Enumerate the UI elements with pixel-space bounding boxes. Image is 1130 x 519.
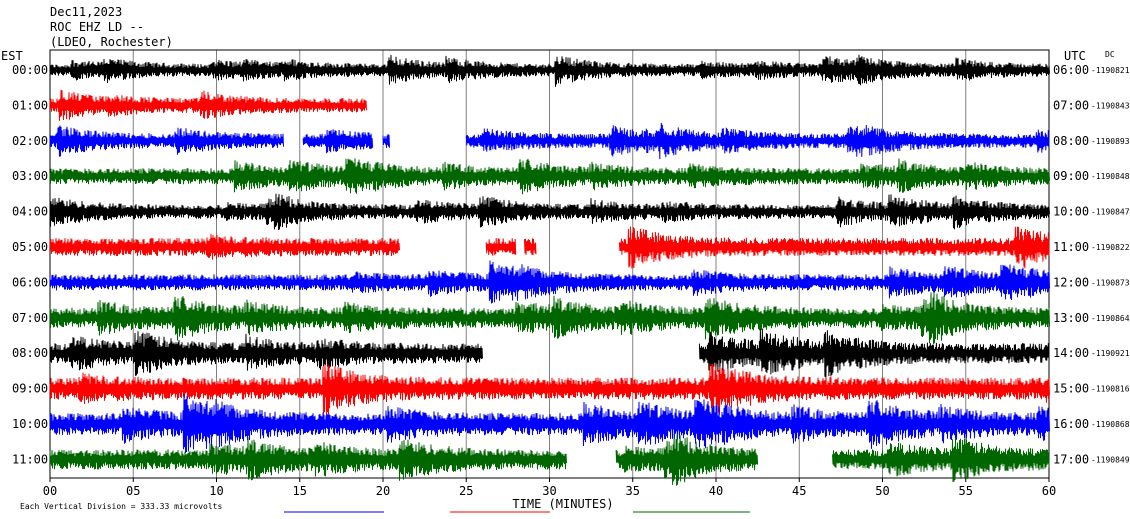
est-hour-label: 05:00 [12,240,48,254]
trace-0600 [49,260,1050,304]
utc-hour-label: 10:00 [1053,205,1089,219]
est-hour-label: 01:00 [12,98,48,112]
trace-0500 [618,226,1050,269]
utc-hour-label: 16:00 [1053,417,1089,431]
header-network: (LDEO, Rochester) [50,35,173,49]
trace-0200 [465,122,1050,160]
x-tick-label: 25 [459,484,473,498]
trace-0700 [49,292,1050,345]
x-axis-ticks: 00 05 10 15 20 25 30 35 40 45 50 55 60 [43,478,1056,498]
header-station: ROC EHZ LD -- [50,20,144,34]
x-tick-label: 55 [959,484,973,498]
dc-offset-label: -1190843 [1091,101,1130,110]
x-tick-label: 10 [209,484,223,498]
x-tick-label: 15 [293,484,307,498]
utc-hour-label: 07:00 [1053,98,1089,112]
est-hour-label: 06:00 [12,275,48,289]
est-hour-label: 07:00 [12,311,48,325]
trace-1000 [49,393,1050,454]
dc-offset-label: -1190864 [1091,314,1130,323]
est-label: EST [1,49,23,63]
dc-offset-label: -1190816 [1091,385,1130,394]
dc-offset-label: -1190873 [1091,278,1130,287]
x-tick-label: 60 [1042,484,1056,498]
trace-0200 [302,129,374,154]
est-hour-label: 08:00 [12,346,48,360]
traces [49,54,1050,486]
utc-hour-label: 13:00 [1053,311,1089,325]
utc-hour-label: 06:00 [1053,63,1089,77]
trace-0000 [49,54,1050,87]
dc-offset-label: -1190848 [1091,172,1130,181]
trace-1100 [49,437,567,481]
dc-offset-label: -1190868 [1091,420,1130,429]
trace-0400 [49,193,1050,231]
dc-offset-label: -1190847 [1091,208,1130,217]
trace-0800 [698,328,1050,379]
dc-offset-label: -1190822 [1091,243,1130,252]
x-tick-label: 40 [709,484,723,498]
utc-hour-label: 08:00 [1053,134,1089,148]
trace-0500 [524,238,537,256]
dc-offset-label: -1190849 [1091,455,1130,464]
x-tick-label: 45 [792,484,806,498]
x-tick-label: 20 [376,484,390,498]
trace-0300 [49,158,1050,195]
x-axis-title: TIME (MINUTES) [512,497,613,511]
grid [132,50,967,478]
trace-0200 [49,125,284,157]
x-tick-label: 00 [43,484,57,498]
trace-0500 [485,238,517,256]
utc-hour-label: 17:00 [1053,452,1089,466]
dc-offset-label: -1190893 [1091,137,1130,146]
x-tick-label: 30 [542,484,556,498]
trace-0200 [382,134,390,148]
scale-footer: Each Vertical Division = 333.33 microvol… [20,502,222,511]
est-hour-label: 00:00 [12,63,48,77]
trace-0900 [49,363,1050,415]
utc-hour-label: 09:00 [1053,169,1089,183]
est-hour-label: 11:00 [12,452,48,466]
utc-hour-label: 11:00 [1053,240,1089,254]
est-hour-label: 09:00 [12,382,48,396]
trace-0100 [49,89,367,121]
est-hour-label: 03:00 [12,169,48,183]
dc-offset-label: -1190921 [1091,349,1130,358]
est-hour-label: 04:00 [12,205,48,219]
x-tick-label: 35 [626,484,640,498]
x-tick-label: 50 [875,484,889,498]
header-date: Dec11,2023 [50,5,122,19]
dc-offset-label: -1190821 [1091,66,1130,75]
trace-0500 [49,233,400,260]
est-hour-label: 02:00 [12,134,48,148]
utc-hour-label: 14:00 [1053,346,1089,360]
dc-label: DC [1105,50,1115,59]
x-tick-label: 05 [126,484,140,498]
utc-hour-label: 12:00 [1053,275,1089,289]
trace-0800 [49,331,483,376]
est-hour-label: 10:00 [12,417,48,431]
trace-1100 [615,433,759,486]
trace-1100 [832,437,1050,483]
utc-label: UTC [1064,49,1086,63]
utc-hour-label: 15:00 [1053,382,1089,396]
